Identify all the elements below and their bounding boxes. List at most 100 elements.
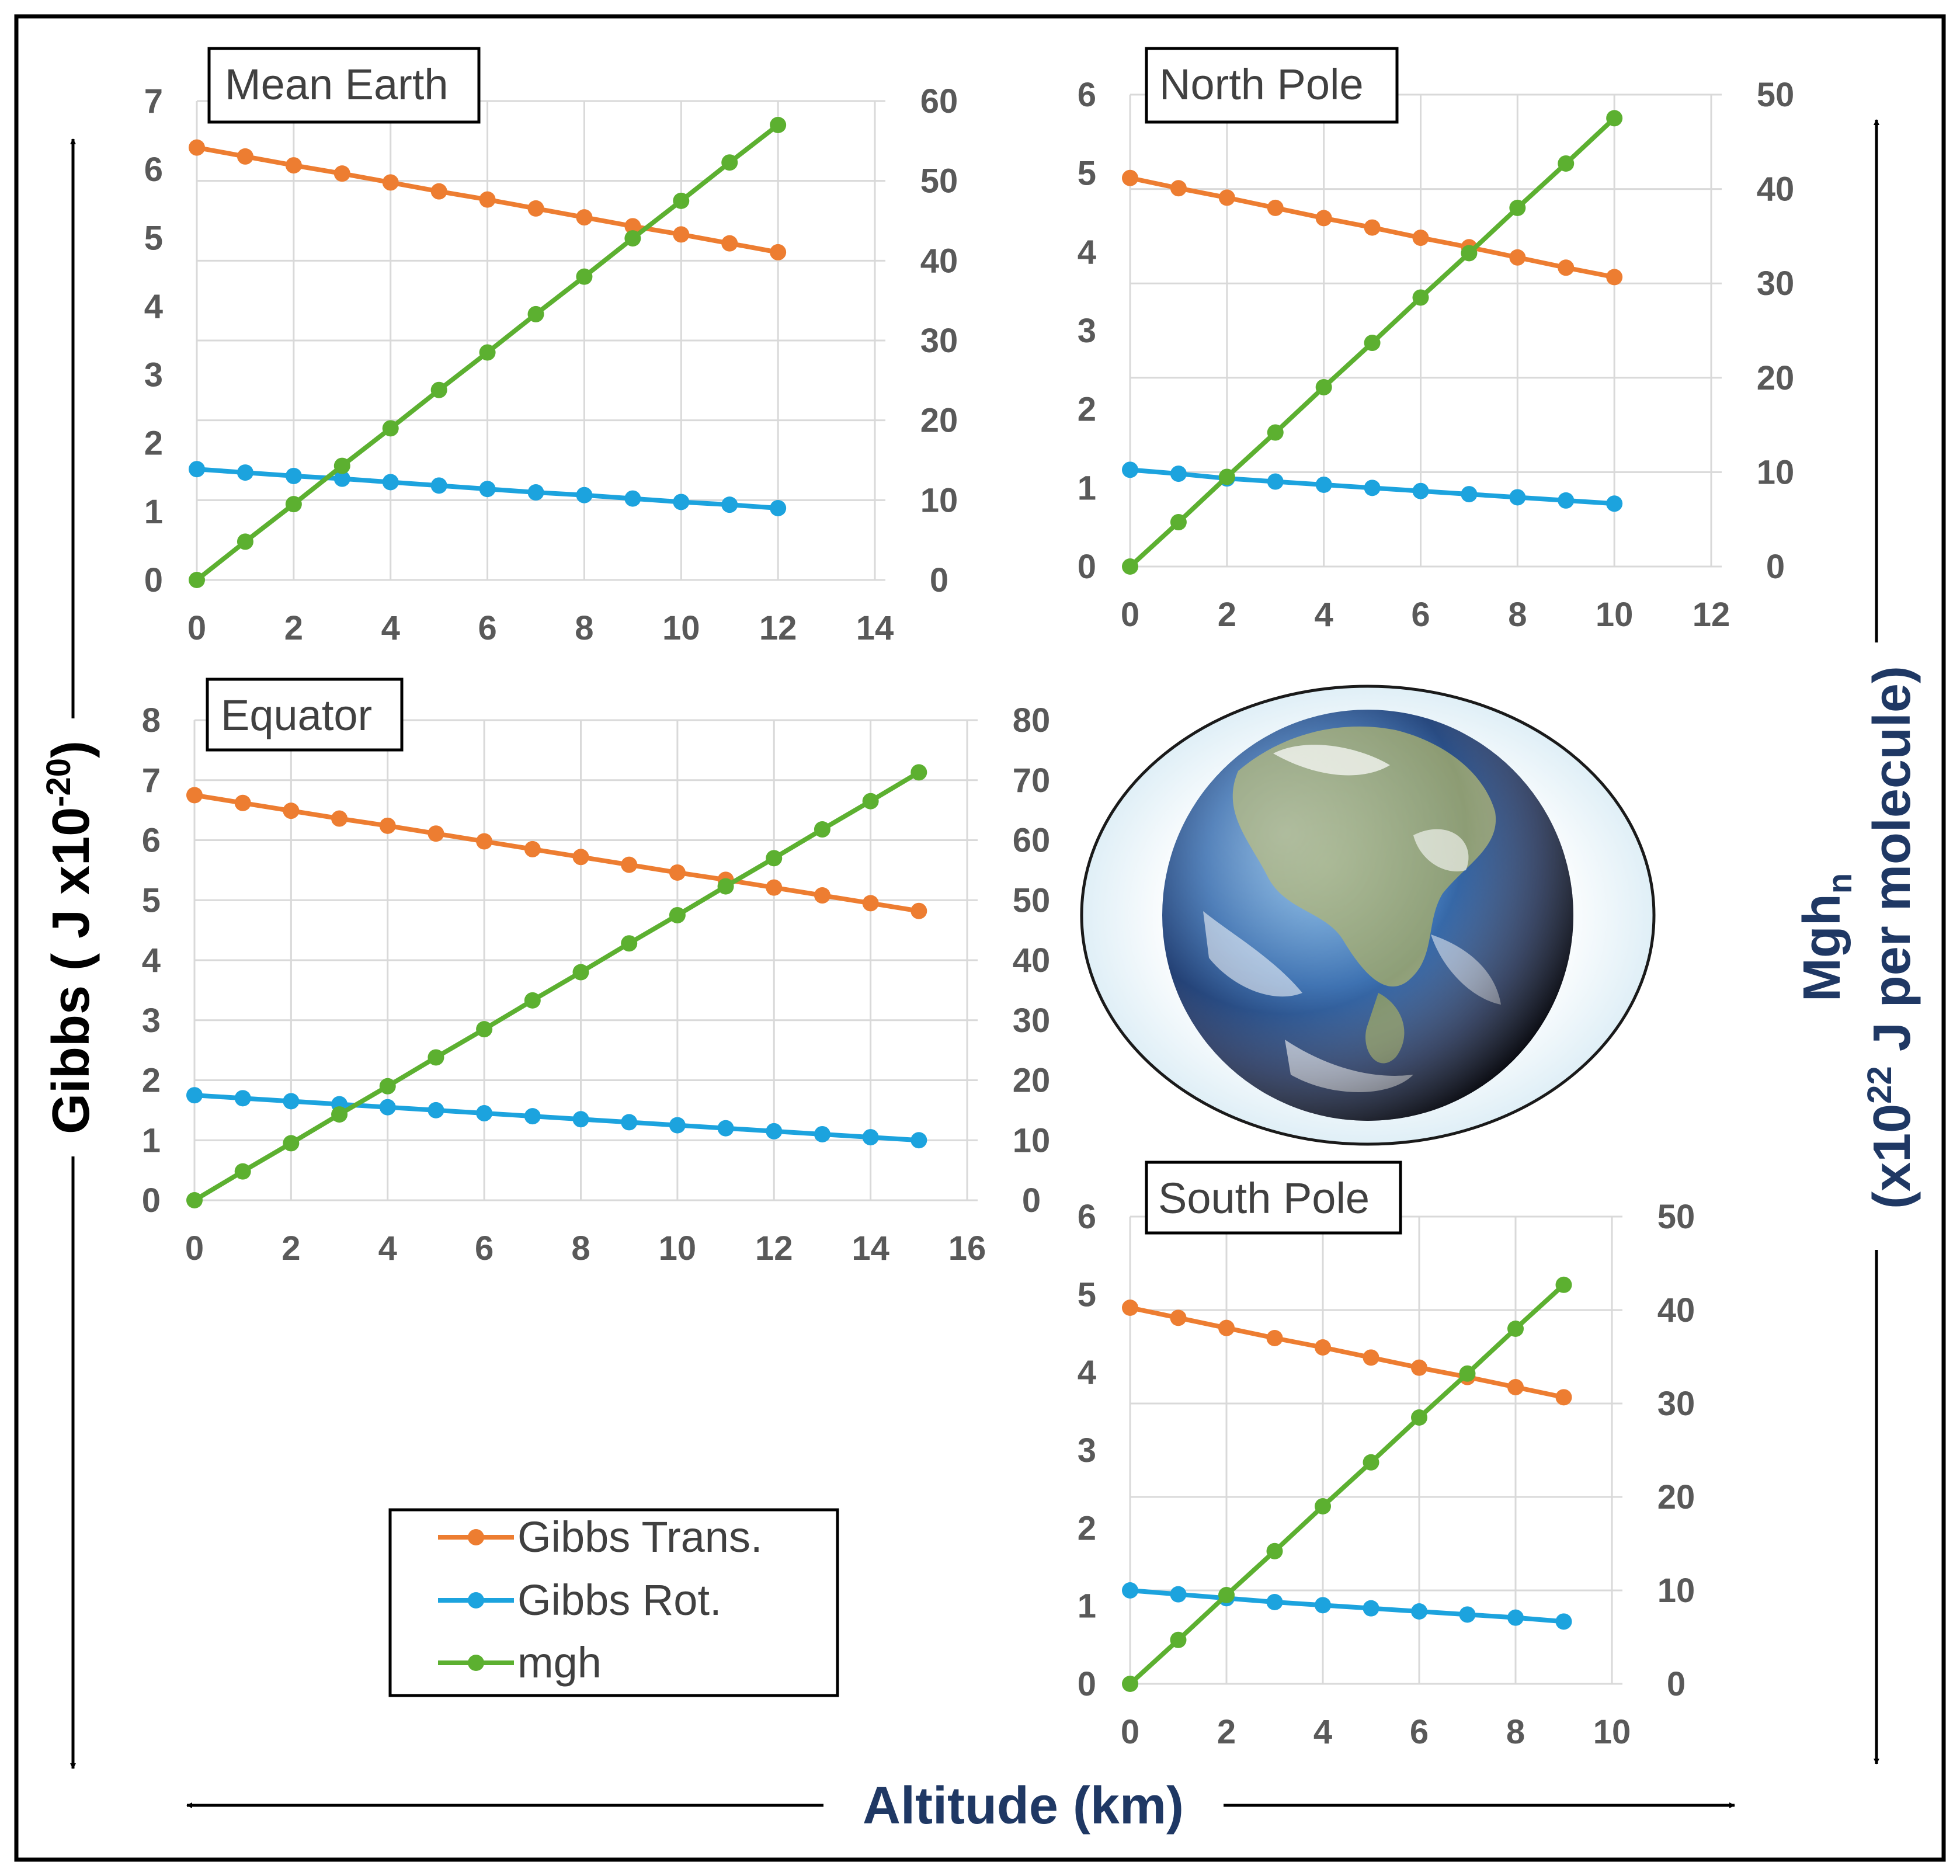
y-tick-label-left: 1 — [144, 493, 163, 531]
x-tick-label: 4 — [381, 609, 400, 647]
right-axis-title-group: Mghn (x1022 J per molecule) — [1793, 119, 1921, 1764]
data-point-gibbs-rot — [1507, 1609, 1524, 1626]
y-tick-label-right: 10 — [1013, 1121, 1051, 1159]
data-point-gibbs-rot — [770, 500, 787, 516]
x-tick-label: 0 — [185, 1229, 204, 1267]
y-tick-label-left: 2 — [1078, 1509, 1096, 1547]
chart-south-pole: 0 1 2 3 4 5 6 0 10 20 30 40 50 0 2 4 6 8 10 South Pole — [1078, 1161, 1695, 1751]
y-tick-label-right: 30 — [1657, 1385, 1695, 1423]
y-tick-label-left: 1 — [142, 1121, 161, 1159]
data-point-gibbs-rot — [669, 1117, 686, 1134]
data-point-gibbs-trans — [814, 887, 830, 904]
data-point-gibbs-rot — [862, 1129, 879, 1146]
y-tick-label-left: 3 — [1078, 1432, 1096, 1469]
data-point-mgh — [717, 878, 734, 895]
series-line-mgh — [193, 770, 920, 1203]
y-tick-label-left: 0 — [1078, 1665, 1096, 1703]
figure-frame — [14, 14, 1946, 1862]
y-tick-label-right: 30 — [1013, 1002, 1051, 1040]
data-point-gibbs-rot — [1412, 482, 1429, 499]
x-tick-label: 12 — [759, 609, 797, 647]
y-tick-label-right: 0 — [930, 561, 948, 599]
data-point-mgh — [476, 1021, 493, 1038]
data-point-gibbs-trans — [1315, 210, 1332, 227]
earth-globe-icon — [1080, 685, 1656, 1146]
chart-title-box — [1145, 1161, 1402, 1235]
data-point-mgh — [1315, 378, 1332, 395]
x-tick-label: 6 — [1411, 596, 1430, 634]
x-tick-label: 12 — [1693, 596, 1730, 634]
y-tick-label-right: 50 — [920, 162, 958, 200]
data-point-gibbs-trans — [1170, 180, 1187, 197]
y-tick-label-left: 2 — [1078, 391, 1096, 429]
data-point-mgh — [382, 420, 399, 437]
data-point-mgh — [572, 964, 589, 981]
data-point-mgh — [428, 1049, 444, 1066]
data-point-gibbs-rot — [1606, 495, 1623, 512]
data-point-gibbs-trans — [1507, 1379, 1524, 1395]
data-point-mgh — [624, 230, 641, 247]
y-tick-label-right: 0 — [1766, 548, 1785, 586]
data-point-gibbs-trans — [1267, 199, 1284, 216]
x-tick-label: 4 — [1315, 596, 1333, 634]
data-point-mgh — [1364, 335, 1381, 352]
x-tick-label: 4 — [378, 1229, 397, 1267]
chart-title-box — [207, 47, 481, 124]
data-point-mgh — [1122, 558, 1138, 575]
data-point-gibbs-rot — [186, 1087, 203, 1104]
data-point-gibbs-trans — [1412, 230, 1429, 246]
data-point-gibbs-trans — [572, 849, 589, 866]
data-point-gibbs-trans — [1218, 1319, 1235, 1336]
data-point-gibbs-trans — [524, 840, 541, 857]
y-tick-label-left: 0 — [142, 1182, 161, 1220]
data-point-gibbs-trans — [234, 794, 251, 811]
data-point-mgh — [1218, 1587, 1235, 1603]
series-line-gibbs-rot — [1130, 1588, 1564, 1624]
y-tick-label-right: 20 — [1013, 1062, 1051, 1100]
data-point-mgh — [1315, 1498, 1331, 1514]
data-point-gibbs-trans — [1122, 1300, 1138, 1316]
x-tick-label: 8 — [1508, 596, 1527, 634]
data-point-gibbs-rot — [333, 470, 350, 487]
data-point-mgh — [1122, 1676, 1138, 1692]
data-point-gibbs-trans — [333, 165, 350, 182]
y-tick-label-left: 3 — [142, 1002, 161, 1040]
y-tick-label-left: 4 — [1078, 1354, 1096, 1392]
data-point-gibbs-trans — [382, 174, 399, 191]
y-tick-label-right: 20 — [1657, 1478, 1695, 1516]
y-tick-label-left: 5 — [1078, 155, 1096, 193]
data-point-gibbs-trans — [1555, 1389, 1572, 1406]
data-point-mgh — [186, 1192, 203, 1208]
data-point-mgh — [1170, 1631, 1187, 1648]
data-point-mgh — [285, 496, 302, 513]
data-point-gibbs-trans — [476, 833, 493, 850]
data-point-mgh — [1606, 110, 1623, 127]
data-point-gibbs-rot — [1558, 492, 1575, 509]
data-point-gibbs-rot — [285, 467, 302, 484]
chart-title: Equator — [221, 691, 372, 739]
x-tick-label: 12 — [755, 1229, 793, 1267]
y-tick-label-left: 7 — [144, 82, 163, 120]
data-point-mgh — [237, 533, 253, 550]
data-point-gibbs-trans — [1509, 249, 1526, 266]
chart-title-box — [1145, 47, 1399, 124]
y-tick-label-left: 7 — [142, 762, 161, 800]
data-point-mgh — [524, 992, 541, 1009]
x-tick-label: 2 — [284, 609, 303, 647]
data-point-mgh — [527, 305, 544, 322]
data-point-mgh — [673, 192, 690, 209]
legend-label-gibbs-trans: Gibbs Trans. — [517, 1513, 763, 1561]
chart-title: Mean Earth — [225, 60, 449, 109]
y-tick-label-right: 0 — [1667, 1665, 1686, 1703]
x-tick-label: 14 — [856, 609, 894, 647]
y-tick-label-right: 50 — [1757, 76, 1795, 114]
legend-label-gibbs-rot: Gibbs Rot. — [517, 1576, 722, 1624]
data-point-gibbs-rot — [911, 1132, 927, 1149]
x-tick-label: 6 — [475, 1229, 494, 1267]
data-point-gibbs-rot — [428, 1102, 444, 1118]
series-line-gibbs-trans — [194, 793, 919, 913]
